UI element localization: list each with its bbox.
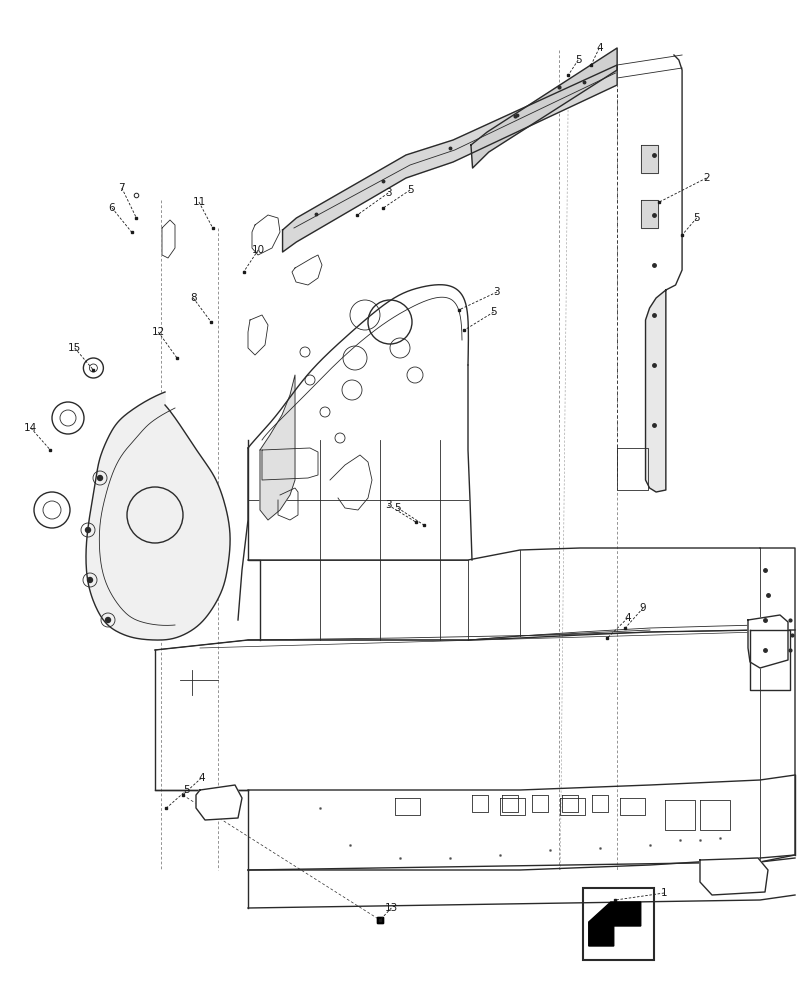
Text: 4: 4 (624, 613, 630, 623)
Bar (582, 888, 654, 960)
Polygon shape (699, 858, 767, 895)
Text: 3: 3 (493, 287, 500, 297)
Text: 13: 13 (384, 903, 397, 913)
Text: 1: 1 (660, 888, 667, 898)
Text: 9: 9 (639, 603, 646, 613)
Polygon shape (470, 48, 616, 168)
Text: 2: 2 (702, 173, 709, 183)
Text: 12: 12 (152, 327, 165, 337)
Text: 14: 14 (24, 423, 37, 433)
Text: 5: 5 (406, 185, 413, 195)
Polygon shape (247, 315, 268, 355)
Polygon shape (292, 255, 322, 285)
Circle shape (97, 476, 102, 481)
Polygon shape (645, 290, 665, 492)
Polygon shape (641, 145, 657, 173)
Text: 6: 6 (109, 203, 115, 213)
Circle shape (85, 528, 90, 532)
Text: 7: 7 (118, 183, 125, 193)
Text: 3: 3 (384, 188, 391, 198)
Text: 5: 5 (183, 785, 190, 795)
Text: 10: 10 (251, 245, 264, 255)
Polygon shape (641, 200, 657, 228)
Text: 3: 3 (384, 500, 391, 510)
Circle shape (105, 617, 110, 622)
Polygon shape (747, 615, 787, 668)
Polygon shape (282, 65, 616, 252)
Text: 5: 5 (693, 213, 699, 223)
Text: 4: 4 (198, 773, 204, 783)
Text: 5: 5 (574, 55, 581, 65)
Polygon shape (251, 215, 280, 255)
Text: 8: 8 (190, 293, 196, 303)
Text: 11: 11 (192, 197, 205, 207)
Text: 5: 5 (490, 307, 496, 317)
Text: 5: 5 (394, 503, 401, 513)
Polygon shape (195, 785, 242, 820)
Polygon shape (86, 392, 230, 640)
Polygon shape (162, 220, 175, 258)
Text: 15: 15 (68, 343, 81, 353)
Text: 4: 4 (595, 43, 602, 53)
Polygon shape (588, 902, 640, 946)
Polygon shape (260, 375, 294, 520)
Circle shape (88, 578, 92, 582)
